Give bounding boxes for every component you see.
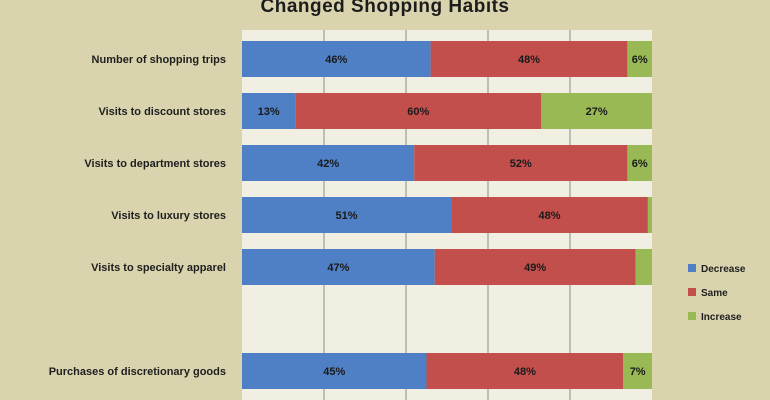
bar-segment bbox=[451, 197, 648, 233]
legend-swatch bbox=[688, 312, 696, 320]
data-label: 7% bbox=[630, 366, 646, 378]
data-label: 49% bbox=[524, 262, 546, 274]
category-label: Visits to luxury stores bbox=[111, 210, 226, 222]
bar-segment bbox=[295, 93, 542, 129]
data-label: 13% bbox=[258, 106, 280, 118]
data-label: 6% bbox=[632, 158, 648, 170]
legend-label: Decrease bbox=[701, 264, 746, 275]
chart-title: Changed Shopping Habits bbox=[260, 0, 510, 17]
bar-segment bbox=[627, 41, 652, 77]
data-label: 48% bbox=[518, 54, 540, 66]
legend-label: Increase bbox=[701, 312, 742, 323]
data-label: 60% bbox=[407, 106, 429, 118]
data-label: 45% bbox=[323, 366, 345, 378]
bar-segment bbox=[242, 145, 415, 181]
bar-segment bbox=[426, 353, 624, 389]
bar-segment bbox=[242, 353, 427, 389]
bar-segment bbox=[434, 249, 636, 285]
legend-label: Same bbox=[701, 288, 728, 299]
data-label: 6% bbox=[632, 54, 648, 66]
legend-swatch bbox=[688, 264, 696, 272]
bar-segment bbox=[242, 41, 431, 77]
bar-segment bbox=[242, 249, 435, 285]
data-label: 42% bbox=[317, 158, 339, 170]
bar-segment bbox=[623, 353, 652, 389]
bar-segment bbox=[647, 197, 652, 233]
bar-segment bbox=[414, 145, 628, 181]
category-label: Purchases of discretionary goods bbox=[49, 366, 226, 378]
data-label: 52% bbox=[510, 158, 532, 170]
bar-segment bbox=[635, 249, 652, 285]
data-label: 47% bbox=[327, 262, 349, 274]
data-label: 27% bbox=[586, 106, 608, 118]
bar-segment bbox=[242, 93, 296, 129]
legend-swatch bbox=[688, 288, 696, 296]
category-label: Number of shopping trips bbox=[92, 54, 226, 66]
category-label: Visits to department stores bbox=[84, 158, 226, 170]
data-label: 51% bbox=[336, 210, 358, 222]
category-label: Visits to specialty apparel bbox=[91, 262, 226, 274]
bar-segment bbox=[242, 197, 452, 233]
category-label: Visits to discount stores bbox=[98, 106, 226, 118]
data-label: 46% bbox=[325, 54, 347, 66]
data-label: 48% bbox=[538, 210, 560, 222]
bar-segment bbox=[430, 41, 628, 77]
bar-segment bbox=[627, 145, 652, 181]
bar-segment bbox=[541, 93, 652, 129]
data-label: 48% bbox=[514, 366, 536, 378]
